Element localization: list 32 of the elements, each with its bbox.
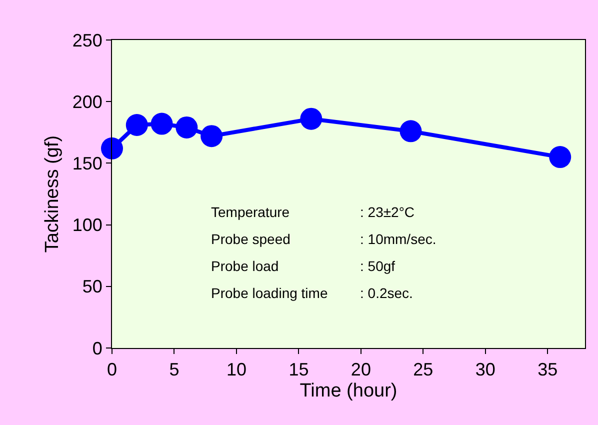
point [150, 112, 173, 135]
annotation: Probe load [211, 258, 279, 274]
x-tick-label: 20 [350, 360, 371, 380]
point [300, 108, 322, 130]
x-tick-label: 25 [413, 360, 434, 380]
x-tick-label: 35 [538, 360, 558, 380]
annotation: : 10mm/sec. [360, 231, 436, 247]
y-axis-title: Tackiness (gf) [42, 135, 64, 253]
y-tick-label: 150 [72, 154, 102, 174]
x-tick-label: 0 [106, 360, 118, 380]
y-tick-label: 0 [92, 338, 102, 358]
point [400, 120, 422, 142]
annotation: : 50gf [360, 258, 396, 274]
point [101, 137, 123, 160]
y-tick-label: 200 [72, 92, 102, 112]
annotation: Probe speed [211, 231, 290, 247]
x-tick-label: 10 [226, 360, 246, 380]
y-tick-label: 100 [72, 215, 102, 236]
annotation: : 23±2°C [360, 204, 415, 220]
x-tick-label: 15 [288, 360, 309, 380]
point [549, 146, 572, 168]
annotation: Probe loading time [211, 285, 328, 301]
x-tick-label: 5 [169, 360, 180, 380]
y-tick-label: 250 [72, 30, 102, 50]
point [126, 114, 148, 136]
point [200, 125, 223, 148]
x-axis-title: Time (hour) [300, 380, 398, 402]
point [176, 116, 198, 138]
y-tick-label: 50 [82, 276, 102, 297]
annotation: Temperature [211, 204, 290, 220]
annotation: : 0.2sec. [360, 285, 413, 301]
x-tick-label: 30 [475, 360, 496, 380]
